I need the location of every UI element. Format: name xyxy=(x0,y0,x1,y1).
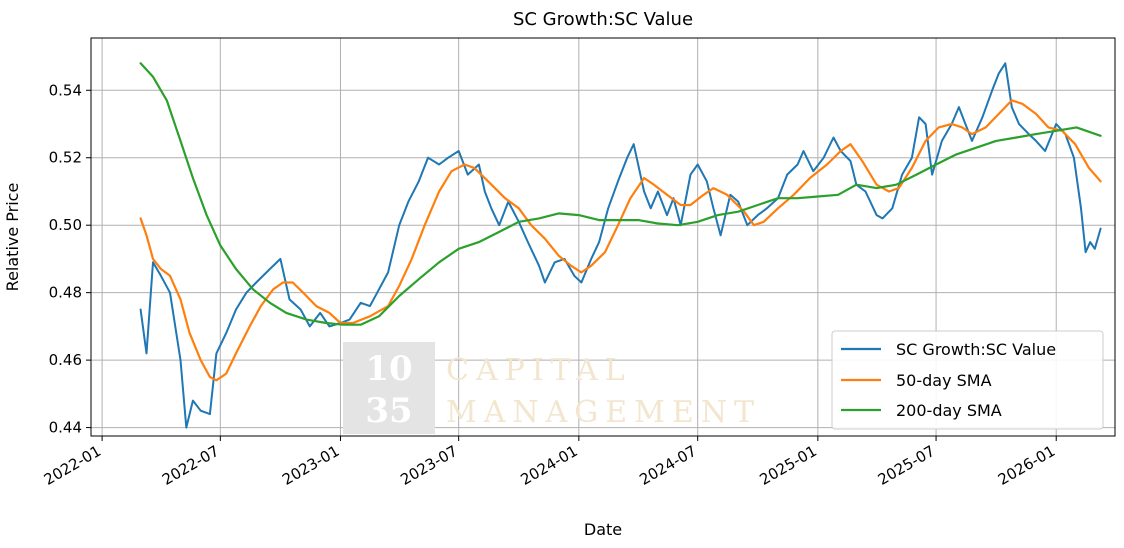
watermark-box xyxy=(343,342,435,434)
watermark-line1: CAPITAL xyxy=(446,353,632,388)
y-tick-label: 0.52 xyxy=(49,149,82,167)
series-sma200-line xyxy=(139,62,1102,326)
legend-label-sma50: 50-day SMA xyxy=(896,371,992,390)
y-axis-label: Relative Price xyxy=(3,183,22,292)
series-layer xyxy=(139,62,1102,429)
y-tick-label: 0.46 xyxy=(49,351,82,369)
watermark-line2: MANAGEMENT xyxy=(446,395,761,430)
y-axis-ticks: 0.44 0.46 0.48 0.50 0.52 0.54 xyxy=(49,81,91,437)
watermark-box-line1: 10 xyxy=(365,349,412,389)
y-tick-label: 0.44 xyxy=(49,419,82,437)
series-sma50-line xyxy=(139,99,1102,382)
y-tick-label: 0.48 xyxy=(49,284,82,302)
y-tick-label: 0.54 xyxy=(49,81,82,99)
plot-frame xyxy=(90,37,1116,437)
x-axis-label: Date xyxy=(584,520,622,539)
y-tick-label: 0.50 xyxy=(49,216,82,234)
chart-title: SC Growth:SC Value xyxy=(513,9,693,30)
series-ratio-line xyxy=(139,62,1102,429)
watermark-logo: 10 35 CAPITAL MANAGEMENT xyxy=(343,342,761,434)
legend: SC Growth:SC Value 50-day SMA 200-day SM… xyxy=(831,330,1104,430)
watermark-box-line2: 35 xyxy=(365,391,412,431)
legend-label-sma200: 200-day SMA xyxy=(896,401,1002,420)
legend-box xyxy=(831,330,1104,430)
legend-label-ratio: SC Growth:SC Value xyxy=(896,340,1056,359)
